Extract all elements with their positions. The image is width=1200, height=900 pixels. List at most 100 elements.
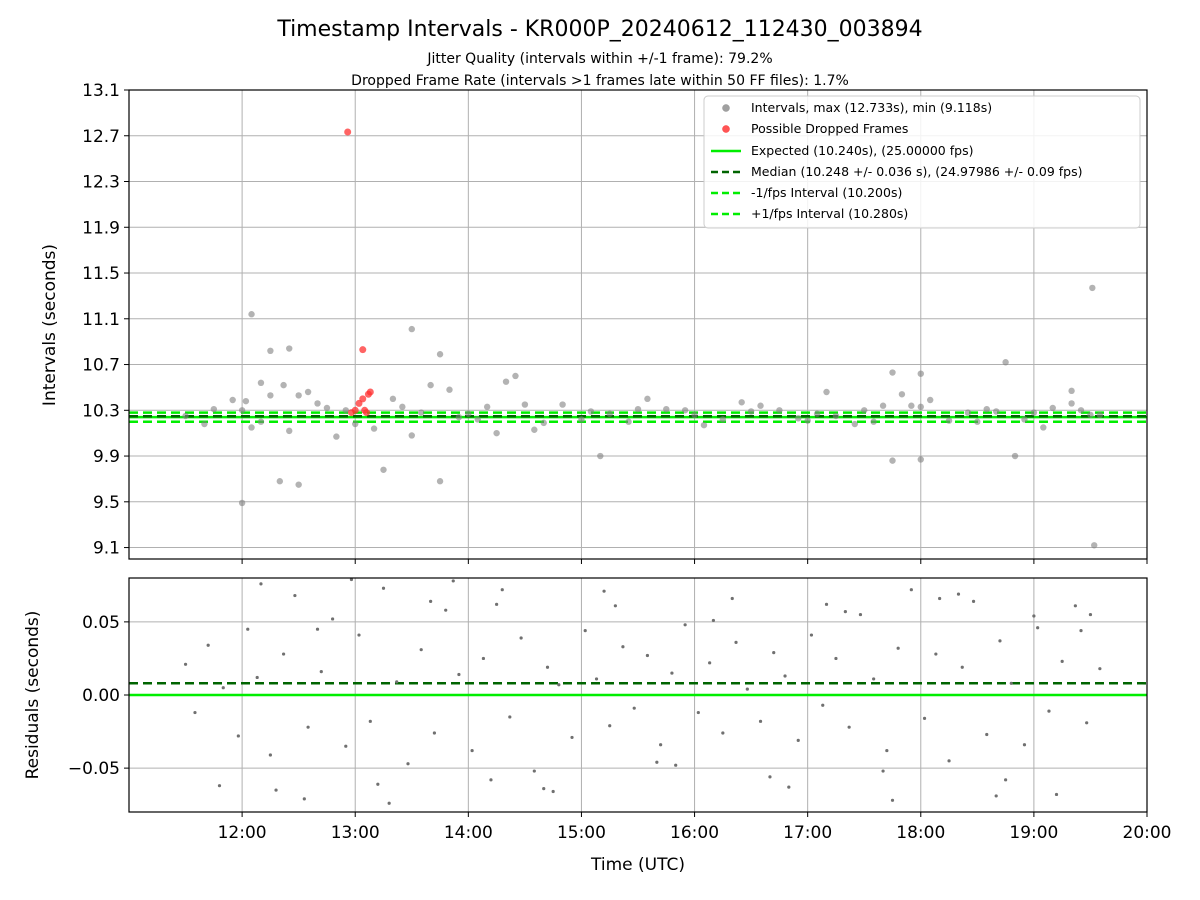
interval-point (436, 478, 444, 485)
interval-point (587, 408, 595, 415)
residual-point (221, 686, 225, 690)
interval-point (512, 372, 519, 380)
residual-point (594, 677, 599, 681)
interval-point (804, 417, 811, 424)
x-tick-label: 15:00 (557, 823, 606, 843)
interval-point (280, 381, 287, 389)
residual-point (872, 677, 876, 681)
residual-point (395, 680, 399, 684)
residual-point (246, 627, 250, 631)
residual-point (696, 710, 700, 715)
residual-point (858, 612, 863, 617)
residual-point (331, 617, 335, 621)
residuals-y-axis-label: Residuals (seconds) (23, 611, 43, 780)
residual-point (1085, 721, 1089, 725)
residual-point (532, 769, 536, 773)
intervals-y-tick-label: 11.5 (82, 264, 120, 284)
x-tick-label: 20:00 (1123, 823, 1172, 843)
intervals-y-tick-label: 12.7 (82, 127, 120, 147)
interval-point (248, 311, 255, 318)
interval-point (276, 478, 284, 485)
residual-point (909, 588, 913, 592)
residual-point (659, 743, 663, 747)
interval-point (1011, 452, 1019, 460)
residual-point (645, 653, 650, 658)
residual-point (259, 582, 263, 586)
interval-point (1030, 409, 1038, 416)
residual-point (809, 633, 814, 637)
residual-point (432, 731, 436, 735)
residual-point (319, 670, 323, 674)
intervals-y-tick-label: 12.3 (82, 173, 120, 193)
interval-point (597, 452, 604, 460)
chart-title: Timestamp Intervals - KR000P_20240612_11… (276, 17, 922, 42)
interval-point (927, 396, 934, 404)
interval-point (1096, 411, 1104, 419)
interval-point (1091, 542, 1098, 549)
intervals-reference-lines (129, 411, 1147, 423)
legend-label-intervals: Intervals, max (12.733s), min (9.118s) (751, 100, 992, 115)
interval-point (418, 409, 425, 416)
interval-point (455, 413, 463, 421)
residual-point (1088, 612, 1093, 617)
residual-point (542, 787, 546, 791)
legend-label-median: Median (10.248 +/- 0.036 s), (24.97986 +… (751, 164, 1082, 179)
residuals-points (183, 577, 1102, 805)
residual-point (960, 665, 964, 669)
x-tick-label: 14:00 (444, 823, 493, 843)
residual-point (268, 753, 272, 757)
x-tick-label: 16:00 (670, 823, 719, 843)
residual-point (368, 719, 372, 723)
interval-point (1040, 424, 1047, 431)
interval-point (851, 420, 858, 428)
residual-point (274, 788, 278, 792)
interval-point (352, 420, 359, 428)
residual-point (772, 650, 776, 655)
residual-point (1047, 709, 1051, 713)
interval-point (681, 407, 689, 414)
interval-point (719, 416, 727, 423)
interval-point (700, 421, 708, 429)
interval-point (446, 386, 453, 393)
residual-point (444, 608, 448, 612)
interval-point (238, 407, 246, 414)
residual-point (193, 710, 197, 715)
interval-point (267, 392, 274, 399)
interval-point (776, 407, 783, 414)
residual-point (824, 602, 829, 606)
interval-point (295, 481, 302, 488)
intervals-panel: 13.1 12.7 12.3 11.9 11.5 11.1 10.7 10.3 9.9 9.5 9.… (40, 81, 1148, 564)
interval-point (691, 411, 698, 419)
interval-point (870, 418, 877, 425)
interval-point (304, 388, 312, 396)
interval-point (521, 401, 529, 408)
residual-point (551, 789, 555, 794)
interval-point (964, 409, 972, 416)
residual-point (1073, 604, 1077, 608)
intervals-y-axis-label: Intervals (seconds) (40, 244, 60, 406)
dropped-frame-point (359, 346, 367, 354)
interval-point (201, 420, 208, 428)
residual-point (489, 778, 493, 782)
residual-point (956, 592, 961, 596)
residual-point (1098, 667, 1102, 671)
legend-label-plus-frame: +1/fps Interval (10.280s) (751, 206, 908, 221)
residual-point (457, 672, 461, 677)
intervals-y-tick-label: 10.7 (82, 356, 120, 376)
chart-subtitle-jitter: Jitter Quality (intervals within +/-1 fr… (426, 51, 772, 67)
residuals-y-ticks: 0.05 0.00 −0.05 (68, 613, 129, 779)
interval-point (983, 405, 990, 413)
interval-point (917, 403, 924, 411)
dropped-frame-point (366, 388, 374, 396)
residual-point (721, 731, 725, 735)
residual-point (655, 760, 659, 764)
legend-label-dropped: Possible Dropped Frames (751, 121, 908, 136)
residual-point (674, 763, 678, 767)
interval-point (1087, 411, 1094, 419)
intervals-y-tick-label: 9.9 (93, 447, 120, 467)
legend-marker-intervals (722, 104, 730, 112)
residual-point (758, 719, 763, 723)
intervals-plot-frame (128, 89, 1148, 560)
residual-point (470, 748, 474, 753)
